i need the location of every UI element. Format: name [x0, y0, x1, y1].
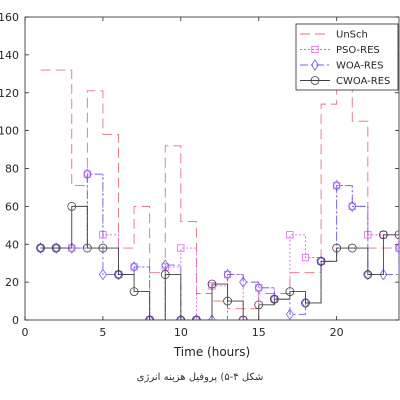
legend-marker-pso-res: [311, 45, 319, 54]
data-point-cwoa-res: [67, 201, 77, 211]
legend-label-woa-res: WOA-RES: [336, 61, 383, 72]
x-tick-label: 15: [252, 326, 266, 339]
data-point-woa-res: [36, 242, 45, 254]
x-tick-label: 20: [330, 326, 344, 339]
data-point-woa-res: [161, 259, 170, 271]
data-point-woa-res: [379, 268, 388, 281]
data-point-cwoa-res: [176, 315, 186, 320]
legend-marker-cwoa-res: [310, 76, 320, 85]
y-tick-label: 80: [5, 163, 19, 176]
y-tick-label: 60: [5, 200, 19, 213]
data-point-woa-res: [52, 242, 61, 254]
data-point-woa-res: [332, 179, 341, 192]
data-point-cwoa-res: [379, 230, 388, 240]
legend-label-pso-res: PSO-RES: [336, 45, 380, 56]
data-point-woa-res: [176, 314, 185, 320]
data-point-woa-res: [98, 268, 107, 281]
legend-label-unsch: UnSch: [336, 30, 368, 41]
data-point-cwoa-res: [36, 243, 45, 253]
data-point-cwoa-res: [98, 243, 108, 253]
y-tick-label: 140: [0, 49, 19, 62]
data-point-cwoa-res: [160, 270, 170, 279]
y-tick-label: 0: [12, 314, 19, 327]
data-point-woa-res: [192, 314, 201, 320]
data-point-cwoa-res: [145, 315, 155, 320]
x-axis-title: Time (hours): [173, 345, 250, 359]
data-point-pso-res: [286, 231, 294, 239]
y-tick-label: 160: [0, 11, 19, 24]
figure-caption: شکل ۴-۵) پروفیل هزینه انرژی: [136, 372, 264, 383]
data-point-cwoa-res: [269, 294, 279, 304]
data-point-cwoa-res: [223, 296, 232, 306]
legend-box: [295, 23, 399, 91]
data-point-cwoa-res: [129, 287, 139, 296]
data-point-pso-res: [177, 244, 185, 252]
data-point-cwoa-res: [238, 315, 248, 320]
data-point-woa-res: [395, 242, 399, 254]
data-point-woa-res: [67, 242, 76, 254]
series-line-cwoa-res: [40, 205, 399, 320]
data-point-cwoa-res: [285, 287, 295, 296]
series-unsch: [40, 69, 399, 310]
data-point-pso-res: [301, 253, 310, 262]
data-point-woa-res: [348, 200, 357, 213]
series-pso-res: [36, 170, 399, 320]
data-point-cwoa-res: [301, 298, 310, 308]
data-point-cwoa-res: [114, 270, 123, 279]
data-point-woa-res: [114, 268, 123, 281]
data-point-cwoa-res: [51, 243, 61, 253]
data-point-woa-res: [285, 308, 294, 320]
data-point-cwoa-res: [394, 230, 399, 240]
data-point-woa-res: [301, 297, 310, 309]
data-point-woa-res: [223, 268, 232, 281]
series-line-woa-res: [40, 173, 399, 320]
y-tick-label: 100: [0, 125, 19, 138]
x-tick-label: 5: [99, 326, 106, 339]
data-point-cwoa-res: [207, 279, 217, 289]
data-point-woa-res: [363, 268, 372, 281]
data-point-woa-res: [239, 276, 248, 288]
data-point-cwoa-res: [316, 256, 326, 266]
x-tick-label: 0: [22, 326, 29, 339]
y-tick-label: 20: [5, 276, 19, 289]
legend: UnSch PSO-RES WOA-RES CWOA-RES: [295, 23, 399, 91]
data-point-woa-res: [145, 314, 154, 320]
data-point-woa-res: [83, 168, 92, 180]
data-point-cwoa-res: [347, 243, 357, 253]
series-line-pso-res: [40, 173, 399, 320]
data-point-cwoa-res: [82, 243, 92, 253]
data-point-cwoa-res: [192, 315, 201, 320]
series-line-unsch: [40, 69, 399, 310]
data-point-cwoa-res: [254, 300, 264, 310]
data-point-cwoa-res: [363, 270, 373, 279]
series-cwoa-res: [36, 201, 399, 320]
legend-marker-woa-res: [311, 59, 319, 71]
data-point-woa-res: [254, 282, 263, 294]
y-tick-label: 40: [5, 238, 19, 251]
data-point-cwoa-res: [332, 243, 342, 253]
x-tick-label: 10: [174, 326, 188, 339]
y-tick-label: 120: [0, 87, 19, 100]
data-point-woa-res: [208, 314, 216, 320]
data-point-woa-res: [130, 261, 139, 273]
legend-label-cwoa-res: CWOA-RES: [336, 76, 390, 87]
